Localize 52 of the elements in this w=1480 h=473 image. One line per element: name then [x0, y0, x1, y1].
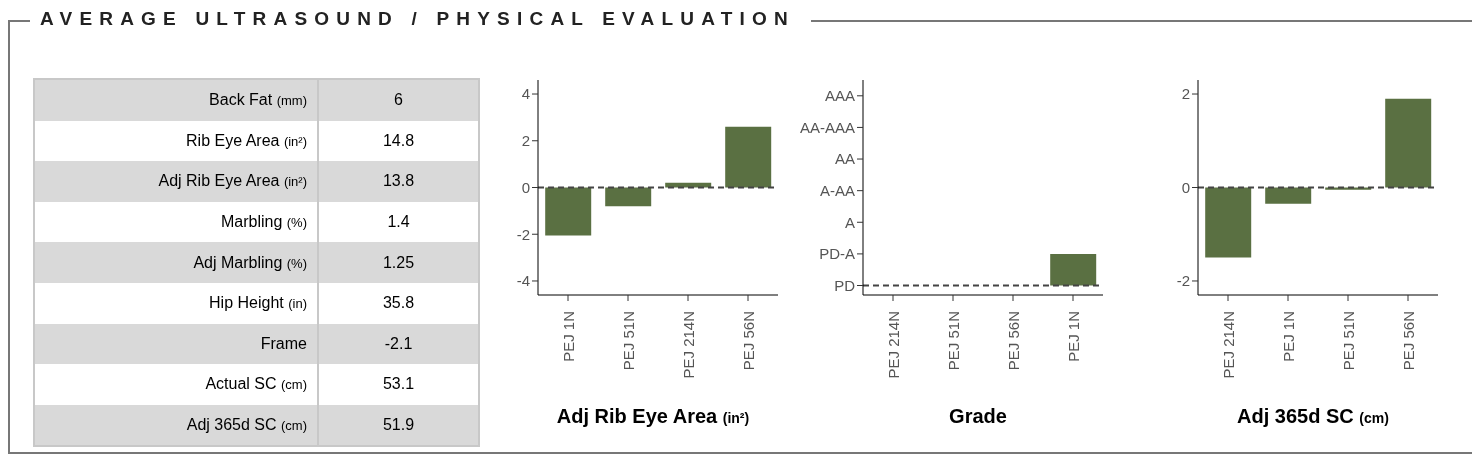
x-tick-label: PEJ 51N — [1339, 311, 1357, 371]
category-label: Adj Marbling (%) — [193, 253, 307, 272]
data-label: 1.25 — [381, 253, 416, 272]
category-label: Frame — [260, 334, 307, 353]
data-label: -2.1 — [383, 334, 414, 353]
y-tick-label: -2 — [516, 225, 530, 243]
x-tick-label: PEJ 1N — [559, 311, 577, 362]
x-tick-label: PEJ 56N — [1399, 311, 1417, 371]
category-label: Back Fat (mm) — [209, 91, 307, 110]
y-tick-label: -4 — [516, 272, 530, 290]
data-label: 35.8 — [381, 294, 416, 313]
text: AA-AAA — [799, 118, 855, 136]
data-label: 51.9 — [381, 416, 416, 435]
text: PD — [834, 276, 856, 294]
text: A-AA — [819, 181, 855, 199]
x-tick-label: PEJ 56N — [1004, 311, 1022, 371]
y-tick-label: -2 — [1176, 272, 1190, 290]
data-label: 13.8 — [381, 172, 416, 191]
y-tick-label: 2 — [521, 132, 530, 150]
x-tick-label: PEJ 1N — [1064, 311, 1082, 362]
x-tick-label: PEJ 214N — [884, 311, 902, 379]
text: PD-A — [819, 245, 855, 263]
category-label: Marbling (%) — [220, 213, 307, 232]
x-tick-label: PEJ 214N — [679, 311, 697, 379]
text: AA — [834, 150, 855, 168]
category-label: Hip Height (in) — [209, 294, 307, 313]
x-axis-title: Grade — [949, 405, 1007, 427]
text: AAA — [824, 87, 855, 105]
y-tick-label: 0 — [521, 178, 530, 196]
x-axis-title: Adj 365d SC (cm) — [1237, 405, 1389, 427]
bar — [605, 187, 652, 207]
x-tick-label: PEJ 1N — [1279, 311, 1297, 362]
data-label: 14.8 — [381, 131, 416, 150]
x-tick-label: PEJ 56N — [739, 311, 757, 371]
y-tick-label: 2 — [1181, 85, 1190, 103]
bar — [725, 126, 772, 188]
x-axis-title: Adj Rib Eye Area (in²) — [556, 405, 750, 427]
y-tick-label: 4 — [521, 85, 530, 103]
text: A — [844, 213, 855, 231]
data-label: 53.1 — [381, 375, 416, 394]
data-label: 1.4 — [386, 213, 411, 232]
bar — [545, 187, 592, 236]
data-label: 6 — [393, 91, 404, 110]
category-label: Adj Rib Eye Area (in²) — [158, 172, 307, 191]
x-tick-label: PEJ 214N — [1219, 311, 1237, 379]
text: AVERAGE ULTRASOUND / PHYSICAL EVALUATION — [30, 8, 811, 30]
category-label: Actual SC (cm) — [205, 375, 307, 394]
x-tick-label: PEJ 51N — [619, 311, 637, 371]
y-tick-label: 0 — [1181, 178, 1190, 196]
category-label: Rib Eye Area (in²) — [186, 131, 307, 150]
category-label: Adj 365d SC (cm) — [186, 416, 307, 435]
x-tick-label: PEJ 51N — [944, 311, 962, 371]
